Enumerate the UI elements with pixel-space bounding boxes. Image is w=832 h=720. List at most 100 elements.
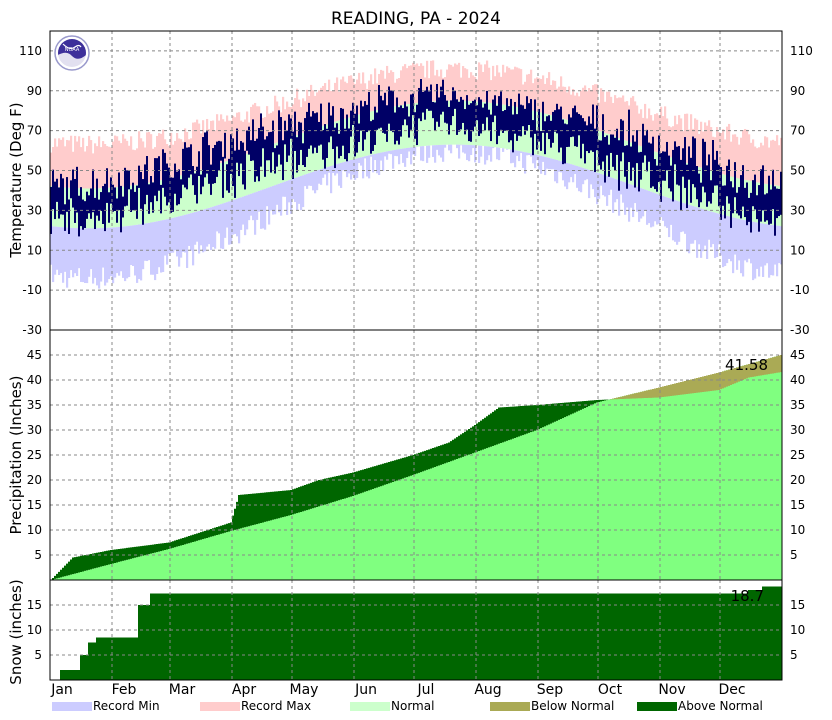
record-max-bar	[742, 130, 745, 180]
record-min-bar	[330, 165, 333, 194]
record-min-bar	[726, 215, 729, 264]
daily-temperature-bar	[684, 137, 686, 188]
daily-temperature-bar	[516, 114, 518, 141]
record-min-bar	[358, 157, 361, 164]
daily-temperature-bar	[488, 109, 490, 131]
normal-range-bar	[734, 177, 737, 218]
record-min-bar	[348, 160, 351, 174]
record-min-bar	[386, 151, 389, 160]
normal-range-bar	[174, 177, 177, 218]
daily-temperature-bar	[376, 112, 378, 130]
daily-temperature-bar	[718, 164, 720, 207]
record-min-bar	[326, 167, 329, 186]
normal-range-bar	[308, 130, 311, 174]
record-min-bar	[758, 222, 761, 277]
daily-temperature-bar	[550, 120, 552, 148]
normal-range-bar	[432, 101, 435, 146]
normal-range-bar	[260, 148, 263, 191]
normal-range-bar	[418, 102, 421, 147]
record-max-bar	[316, 92, 319, 128]
daily-temperature-bar	[734, 162, 736, 198]
daily-temperature-bar	[454, 90, 456, 109]
daily-temperature-bar	[492, 99, 494, 123]
record-max-bar	[602, 91, 605, 133]
record-min-bar	[380, 152, 383, 161]
record-max-bar	[478, 62, 481, 102]
record-min-bar	[722, 214, 725, 268]
normal-range-bar	[420, 102, 423, 147]
record-min-bar	[364, 156, 367, 159]
daily-temperature-bar	[156, 158, 158, 202]
record-min-bar	[318, 169, 321, 184]
daily-temperature-bar	[416, 104, 418, 146]
daily-temperature-bar	[622, 120, 624, 153]
daily-temperature-bar	[608, 144, 610, 177]
daily-temperature-bar	[438, 97, 440, 127]
record-max-bar	[752, 139, 755, 182]
record-max-bar	[714, 137, 717, 173]
record-max-bar	[52, 147, 55, 187]
record-min-bar	[264, 188, 267, 230]
record-max-bar	[450, 64, 453, 101]
record-min-bar	[552, 158, 555, 170]
normal-range-bar	[198, 170, 201, 211]
daily-temperature-bar	[352, 102, 354, 125]
record-min-bar	[574, 165, 577, 175]
record-min-bar	[470, 145, 473, 155]
daily-temperature-bar	[176, 171, 178, 206]
record-min-bar	[732, 217, 735, 274]
record-max-bar	[344, 81, 347, 119]
normal-range-bar	[124, 186, 127, 227]
record-max-bar	[430, 60, 433, 102]
daily-temperature-bar	[192, 166, 194, 186]
daily-temperature-bar	[272, 120, 274, 153]
record-min-bar	[252, 193, 255, 221]
record-max-bar	[560, 76, 563, 119]
legend-label: Below Normal	[531, 699, 614, 713]
record-min-bar	[180, 215, 183, 258]
record-max-bar	[114, 135, 117, 188]
record-min-bar	[550, 158, 553, 170]
record-min-bar	[68, 227, 71, 278]
record-min-bar	[66, 227, 69, 288]
record-max-bar	[600, 88, 603, 132]
normal-range-bar	[454, 100, 457, 145]
tick-label-right: 40	[790, 373, 805, 387]
daily-temperature-bar	[560, 106, 562, 148]
daily-temperature-bar	[426, 86, 428, 109]
legend-swatch	[350, 702, 390, 711]
normal-range-bar	[688, 163, 691, 205]
snow-total-annotation: 18.7	[731, 587, 764, 605]
normal-range-bar	[482, 102, 485, 146]
record-min-bar	[54, 226, 57, 275]
daily-temperature-bar	[436, 83, 438, 122]
normal-range-bar	[318, 127, 321, 170]
record-min-bar	[272, 185, 275, 215]
normal-range-bar	[578, 123, 581, 167]
record-max-bar	[728, 123, 731, 176]
daily-temperature-bar	[412, 93, 414, 116]
daily-temperature-bar	[422, 91, 424, 113]
daily-temperature-bar	[452, 87, 454, 117]
record-min-bar	[350, 160, 353, 180]
normal-range-bar	[556, 116, 559, 161]
daily-temperature-bar	[646, 129, 648, 172]
record-min-bar	[144, 223, 147, 261]
record-max-bar	[94, 143, 97, 189]
record-min-bar	[650, 191, 653, 228]
snow-grid	[50, 580, 782, 680]
record-min-bar	[394, 149, 397, 156]
daily-temperature-bar	[512, 114, 514, 153]
record-min-bar	[112, 227, 115, 284]
daily-temperature-bar	[320, 103, 322, 145]
daily-temperature-bar	[636, 130, 638, 164]
record-min-bar	[496, 147, 499, 160]
record-max-bar	[60, 139, 63, 188]
record-max-bar	[396, 78, 399, 106]
record-min-bar	[444, 144, 447, 148]
tick-label-left: -30	[22, 323, 42, 337]
tick-label-right: 30	[790, 423, 805, 437]
daily-temperature-bar	[134, 191, 136, 211]
record-min-bar	[232, 200, 235, 235]
daily-temperature-bar	[610, 134, 612, 153]
